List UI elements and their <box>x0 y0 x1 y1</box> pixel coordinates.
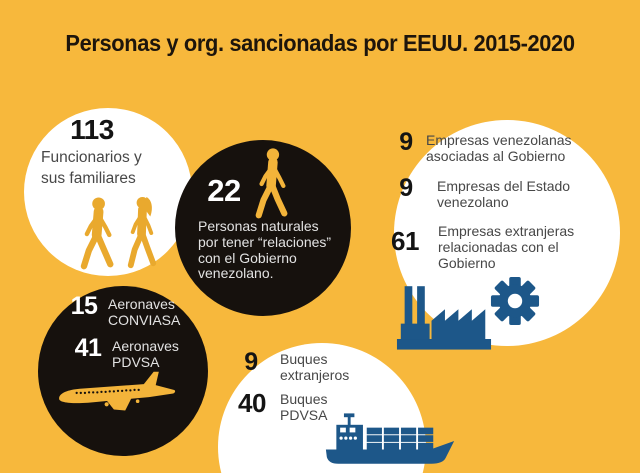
companies-row1-line2: asociadas al Gobierno <box>426 147 566 164</box>
natural-persons-line2: por tener “relaciones” <box>198 233 332 250</box>
aircraft-row1-count: 15 <box>70 292 98 320</box>
bubble-natural-persons <box>175 140 351 316</box>
walking-people-icon <box>80 196 157 270</box>
walking-person-icon <box>255 148 288 219</box>
natural-persons-count: 22 <box>207 173 241 208</box>
companies-row3-label: Empresas extranjeras relacionadas con el… <box>438 223 575 271</box>
ships-row2-line2: PDVSA <box>280 406 328 423</box>
companies-row1-label: Empresas venezolanas asociadas al Gobier… <box>426 132 572 165</box>
officials-label-line2: sus familiares <box>41 169 136 187</box>
gear-icon <box>490 276 540 326</box>
companies-row2-count: 9 <box>399 174 413 202</box>
aircraft-row1-line1: Aeronaves <box>108 296 175 312</box>
factory-icon <box>396 286 492 350</box>
aircraft-row2-label: Aeronaves PDVSA <box>112 338 179 371</box>
aircraft-row1-label: Aeronaves CONVIASA <box>108 296 181 329</box>
companies-row3-line2: relacionadas con el <box>438 238 559 255</box>
aircraft-row2-line2: PDVSA <box>112 353 160 370</box>
bubble-officials <box>24 108 192 276</box>
officials-label: Funcionarios y sus familiares <box>41 148 142 189</box>
page-title: Personas y org. sancionadas por EEUU. 20… <box>0 30 640 57</box>
natural-persons-label: Personas naturales por tener “relaciones… <box>198 218 332 282</box>
companies-row1-count: 9 <box>399 128 413 156</box>
ships-row1-count: 9 <box>244 348 258 376</box>
natural-persons-line1: Personas naturales <box>198 218 319 234</box>
ships-row1-line1: Buques <box>280 351 328 367</box>
ships-row2-label: Buques PDVSA <box>280 391 328 424</box>
ships-row1-label: Buques extranjeros <box>280 351 350 384</box>
aircraft-row2-count: 41 <box>74 334 102 362</box>
aircraft-row2-line1: Aeronaves <box>112 338 179 354</box>
officials-count: 113 <box>70 114 114 145</box>
bubble-aircraft <box>38 286 208 456</box>
companies-row3-line1: Empresas extranjeras <box>438 223 575 239</box>
companies-row3-line3: Gobierno <box>438 254 496 271</box>
natural-persons-line4: venezolano. <box>198 265 274 282</box>
ship-icon <box>325 413 455 464</box>
companies-row1-line1: Empresas venezolanas <box>426 132 572 148</box>
ships-row2-count: 40 <box>238 388 266 418</box>
companies-row2-line1: Empresas del Estado <box>437 178 571 194</box>
companies-row3-count: 61 <box>391 226 419 256</box>
aircraft-row1-line2: CONVIASA <box>108 311 181 328</box>
page-title-text: Personas y org. sancionadas por EEUU. 20… <box>65 30 575 56</box>
officials-label-line1: Funcionarios y <box>41 149 142 166</box>
ships-row2-line1: Buques <box>280 391 328 407</box>
ships-row1-line2: extranjeros <box>280 366 350 383</box>
natural-persons-line3: con el Gobierno <box>198 249 297 266</box>
airplane-icon <box>59 371 176 411</box>
companies-row2-label: Empresas del Estado venezolano <box>437 178 571 211</box>
companies-row2-line2: venezolano <box>437 193 509 210</box>
